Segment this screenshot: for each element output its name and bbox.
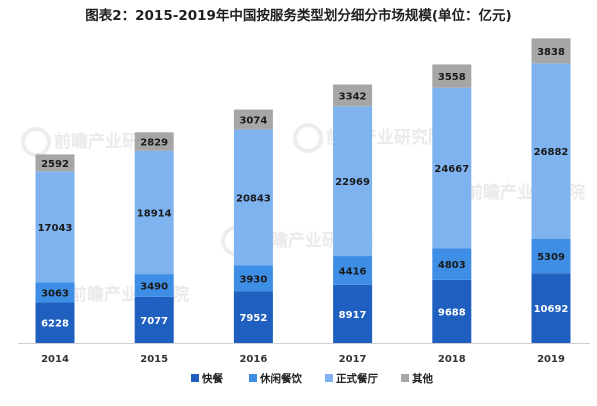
legend-item: 快餐 — [191, 372, 223, 385]
x-tick-label: 2018 — [438, 354, 466, 365]
data-label: 26882 — [534, 147, 569, 158]
bar-segment — [333, 106, 373, 257]
data-label: 8917 — [339, 310, 367, 321]
data-label: 3930 — [239, 274, 267, 285]
bar-segment — [134, 296, 174, 343]
data-label: 3063 — [41, 288, 69, 299]
data-label: 3490 — [140, 281, 168, 292]
data-label: 10692 — [534, 304, 569, 315]
bar-segment — [35, 154, 75, 172]
data-label: 3558 — [438, 72, 466, 83]
bar-segment — [233, 109, 273, 130]
legend-swatch — [249, 374, 257, 382]
legend-swatch — [401, 374, 409, 382]
data-label: 20843 — [236, 194, 271, 205]
bar-segment — [233, 291, 273, 343]
data-label: 24667 — [434, 164, 469, 175]
data-label: 7077 — [140, 316, 168, 327]
data-label: 4416 — [339, 266, 367, 277]
data-label: 2592 — [41, 159, 69, 170]
data-label: 3342 — [339, 91, 367, 102]
x-tick-label: 2019 — [537, 354, 565, 365]
data-label: 6228 — [41, 319, 69, 330]
legend-item: 其他 — [401, 372, 433, 385]
bar-segment — [432, 64, 472, 88]
bar-segment — [531, 63, 571, 239]
x-tick-label: 2014 — [41, 354, 69, 365]
legend-label: 休闲餐饮 — [259, 372, 302, 385]
legend-label: 其他 — [412, 372, 433, 385]
bar-segment — [432, 279, 472, 343]
bar-segment — [134, 150, 174, 275]
bar-segment — [233, 265, 273, 292]
data-label: 9688 — [438, 307, 466, 318]
bar-segment — [233, 129, 273, 266]
data-label: 17043 — [38, 223, 73, 234]
bar-segment — [333, 84, 373, 107]
bar-segment — [333, 256, 373, 285]
bar-segment — [432, 87, 472, 249]
bar-segment — [35, 302, 75, 343]
bar-segment — [531, 38, 571, 64]
data-label: 3838 — [537, 47, 565, 58]
x-tick-label: 2015 — [140, 354, 168, 365]
legend-swatch — [191, 374, 199, 382]
legend-label: 快餐 — [201, 372, 223, 385]
data-label: 18914 — [137, 208, 172, 219]
data-label: 3074 — [239, 116, 267, 127]
bar-segment — [35, 282, 75, 303]
chart-title: 图表2：2015-2019年中国按服务类型划分细分市场规模(单位：亿元) — [85, 8, 512, 24]
bar-segment — [134, 132, 174, 151]
x-tick-label: 2016 — [239, 354, 267, 365]
x-tick-label: 2017 — [339, 354, 367, 365]
data-label: 4803 — [438, 260, 466, 271]
bar-segment — [432, 248, 472, 280]
legend-item: 正式餐厅 — [325, 372, 378, 385]
bar-segment — [35, 171, 75, 283]
data-label: 5309 — [537, 252, 565, 263]
bar-segment — [134, 274, 174, 297]
legend-swatch — [325, 374, 333, 382]
bar-segment — [531, 273, 571, 343]
data-label: 22969 — [335, 177, 370, 188]
bar-segment — [531, 238, 571, 274]
legend-item: 休闲餐饮 — [249, 372, 302, 385]
legend-label: 正式餐厅 — [336, 372, 378, 385]
bar-segment — [333, 284, 373, 343]
data-label: 2829 — [140, 138, 168, 149]
data-label: 7952 — [239, 313, 267, 324]
